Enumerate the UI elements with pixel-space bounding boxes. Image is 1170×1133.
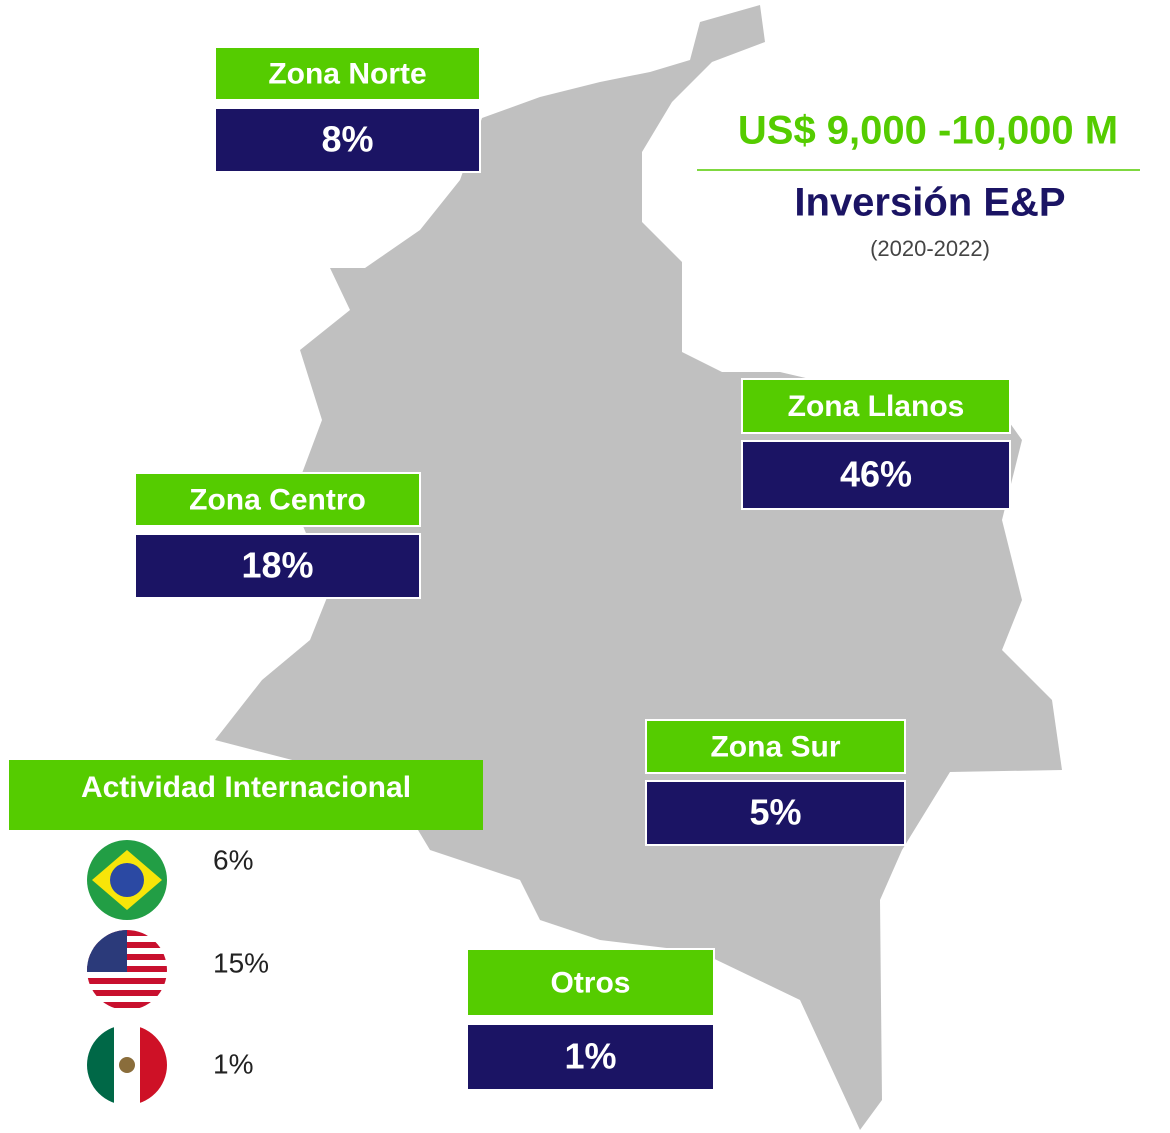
zone-header bbox=[645, 719, 906, 774]
zone-name: Zona Centro bbox=[189, 483, 366, 516]
zone-header bbox=[134, 472, 421, 527]
intl-share: 6% bbox=[213, 844, 253, 875]
amount: US$ 9,000 -10,000 M bbox=[738, 109, 1118, 153]
intl-share: 1% bbox=[213, 1048, 253, 1079]
intl-title: Actividad Internacional bbox=[81, 771, 411, 804]
zone-value-box bbox=[134, 533, 421, 599]
zone-value-box bbox=[466, 1023, 715, 1091]
zones: Zona Norte 8% Zona Centro 18% Zona Llanos 46%… bbox=[134, 46, 1011, 1091]
zone-share: 46% bbox=[840, 454, 912, 495]
zone-value-box bbox=[645, 780, 906, 846]
zone-name: Zona Llanos bbox=[788, 390, 965, 423]
zone-header bbox=[466, 948, 715, 1017]
zone-name: Otros bbox=[550, 966, 630, 999]
zone-share: 1% bbox=[564, 1036, 616, 1077]
zone-header bbox=[214, 46, 481, 101]
zone-share: 8% bbox=[321, 119, 373, 160]
title: Inversión E&P bbox=[794, 181, 1065, 225]
zone-name: Zona Sur bbox=[710, 730, 840, 763]
flag-mexico bbox=[87, 1025, 167, 1105]
zone-share: 18% bbox=[241, 545, 313, 586]
map-colombia bbox=[215, 5, 1062, 1130]
flag-brazil bbox=[87, 840, 167, 920]
intl-share: 15% bbox=[213, 947, 269, 978]
zone-value-box bbox=[741, 440, 1011, 510]
flag-usa bbox=[87, 930, 167, 1010]
period: (2020-2022) bbox=[870, 236, 990, 261]
zone-value-box bbox=[214, 107, 481, 173]
zone-header bbox=[741, 378, 1011, 434]
zone-share: 5% bbox=[749, 792, 801, 833]
zone-name: Zona Norte bbox=[268, 57, 426, 90]
intl-header bbox=[9, 760, 483, 830]
